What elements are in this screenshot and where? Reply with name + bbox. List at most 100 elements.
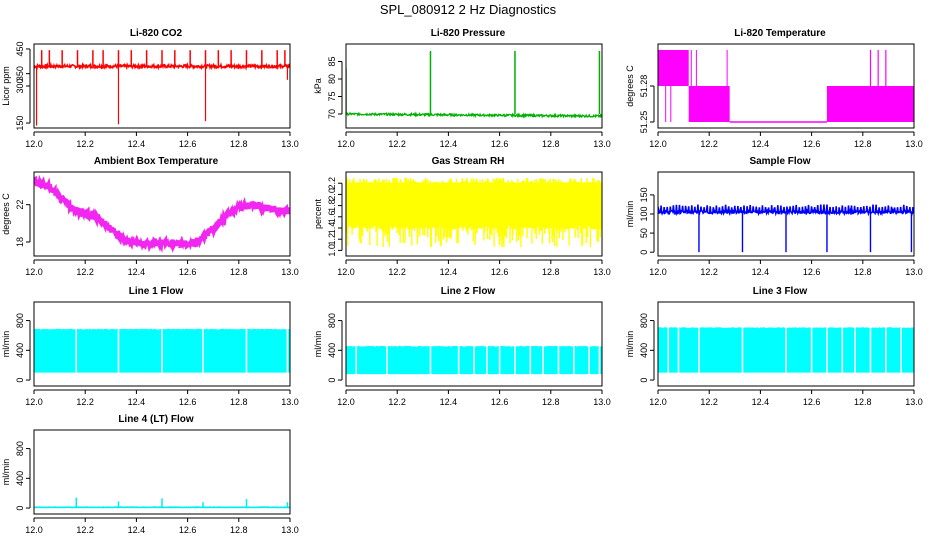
line4-y-tick-label-0: 0 bbox=[15, 506, 25, 511]
pressure-y-tick-label-2: 80 bbox=[327, 74, 337, 84]
line2-x-tick-label-5: 13.0 bbox=[593, 397, 611, 407]
rh-x-tick-label-2: 12.4 bbox=[440, 267, 458, 277]
pressure-x-tick-label-2: 12.4 bbox=[440, 139, 458, 149]
box-temp-y-tick-label-1: 22 bbox=[15, 200, 25, 210]
line1-y-tick-label-0: 0 bbox=[15, 378, 25, 383]
co2-y-label: Licor ppm bbox=[1, 66, 11, 106]
sample-flow-x-tick-label-1: 12.2 bbox=[700, 267, 718, 277]
line4-series bbox=[34, 498, 290, 508]
line4-x-tick-label-0: 12.0 bbox=[25, 525, 43, 535]
pressure-y-label: kPa bbox=[313, 78, 323, 94]
licor-temp-y-label: degrees C bbox=[625, 65, 635, 107]
rh-x-tick-label-3: 12.6 bbox=[491, 267, 509, 277]
co2-y-tick-label-3: 450 bbox=[15, 41, 25, 56]
pressure-y-tick-label-0: 70 bbox=[327, 109, 337, 119]
pressure-y-tick-label-1: 75 bbox=[327, 91, 337, 101]
line3-y-label: ml/min bbox=[625, 331, 635, 358]
sample-flow-y-axis: 0 50 100 150 bbox=[639, 187, 654, 254]
line1-y-tick-label-1: 400 bbox=[15, 343, 25, 358]
rh-x-tick-label-4: 12.8 bbox=[542, 267, 560, 277]
sample-flow-y-label: ml/min bbox=[625, 201, 635, 228]
pressure-line bbox=[346, 113, 602, 117]
line2-y-tick-label-2: 800 bbox=[327, 313, 337, 328]
line1-y-label: ml/min bbox=[1, 331, 11, 358]
licor-temp-x-tick-label-0: 12.0 bbox=[649, 139, 667, 149]
co2-x-tick-label-1: 12.2 bbox=[76, 139, 94, 149]
sample-flow-y-tick-label-0: 0 bbox=[639, 250, 649, 255]
licor-temp-band-1 bbox=[689, 86, 730, 122]
box-temp-x-tick-label-2: 12.4 bbox=[128, 267, 146, 277]
licor-temp-x-tick-label-4: 12.8 bbox=[854, 139, 872, 149]
pressure-x-tick-label-4: 12.8 bbox=[542, 139, 560, 149]
rh-band bbox=[346, 178, 602, 248]
sample-flow-x-tick-label-5: 13.0 bbox=[905, 267, 923, 277]
pressure-x-tick-label-0: 12.0 bbox=[337, 139, 355, 149]
line3-y-tick-label-0: 0 bbox=[639, 378, 649, 383]
rh-x-tick-label-5: 13.0 bbox=[593, 267, 611, 277]
line3-series bbox=[658, 326, 914, 373]
line3-x-tick-label-4: 12.8 bbox=[854, 397, 872, 407]
line3-x-tick-label-2: 12.4 bbox=[752, 397, 770, 407]
pressure-y-tick-label-3: 85 bbox=[327, 56, 337, 66]
line2-x-tick-label-4: 12.8 bbox=[542, 397, 560, 407]
sample-flow-y-tick-label-2: 100 bbox=[639, 206, 649, 221]
rh-plot: 12.0 12.2 12.4 12.6 12.8 13.0 1.01.21.41.61.82… bbox=[312, 156, 624, 286]
line1-x-tick-label-4: 12.8 bbox=[230, 397, 248, 407]
co2-x-tick-label-3: 12.6 bbox=[179, 139, 197, 149]
sample-flow-y-tick-label-1: 50 bbox=[639, 228, 649, 238]
co2-x-tick-label-0: 12.0 bbox=[25, 139, 43, 149]
rh-y-axis: 1.01.21.41.61.82.02.2 bbox=[327, 177, 342, 257]
pressure-series bbox=[346, 51, 602, 117]
line4-x-tick-label-3: 12.6 bbox=[179, 525, 197, 535]
box-temp-series bbox=[34, 179, 290, 247]
line2-x-tick-label-2: 12.4 bbox=[440, 397, 458, 407]
box-temp-y-tick-label-0: 18 bbox=[15, 237, 25, 247]
pressure-x-tick-label-3: 12.6 bbox=[491, 139, 509, 149]
sample-flow-series bbox=[658, 205, 914, 253]
box-temp-y-label: degrees C bbox=[1, 193, 11, 235]
co2-x-tick-label-2: 12.4 bbox=[128, 139, 146, 149]
rh-x-tick-label-0: 12.0 bbox=[337, 267, 355, 277]
rh-y-label: percent bbox=[313, 198, 323, 229]
line1-x-tick-label-1: 12.2 bbox=[76, 397, 94, 407]
line1-x-tick-label-2: 12.4 bbox=[128, 397, 146, 407]
sample-flow-x-tick-label-2: 12.4 bbox=[752, 267, 770, 277]
sample-flow-y-tick-label-3: 150 bbox=[639, 187, 649, 202]
licor-temp-band-0 bbox=[658, 50, 689, 86]
sample-flow-x-tick-label-0: 12.0 bbox=[649, 267, 667, 277]
rh-y-tick-label-6: 2.2 bbox=[327, 177, 337, 190]
line1-x-tick-label-3: 12.6 bbox=[179, 397, 197, 407]
line4-y-label: ml/min bbox=[1, 459, 11, 486]
line2-x-tick-label-1: 12.2 bbox=[388, 397, 406, 407]
rh-series bbox=[346, 178, 602, 248]
co2-x-tick-label-5: 13.0 bbox=[281, 139, 299, 149]
line2-x-tick-label-0: 12.0 bbox=[337, 397, 355, 407]
rh-x-tick-label-1: 12.2 bbox=[388, 267, 406, 277]
pressure-y-axis: 70 75 80 85 bbox=[327, 56, 342, 119]
line3-x-tick-label-3: 12.6 bbox=[803, 397, 821, 407]
line2-x-tick-label-3: 12.6 bbox=[491, 397, 509, 407]
